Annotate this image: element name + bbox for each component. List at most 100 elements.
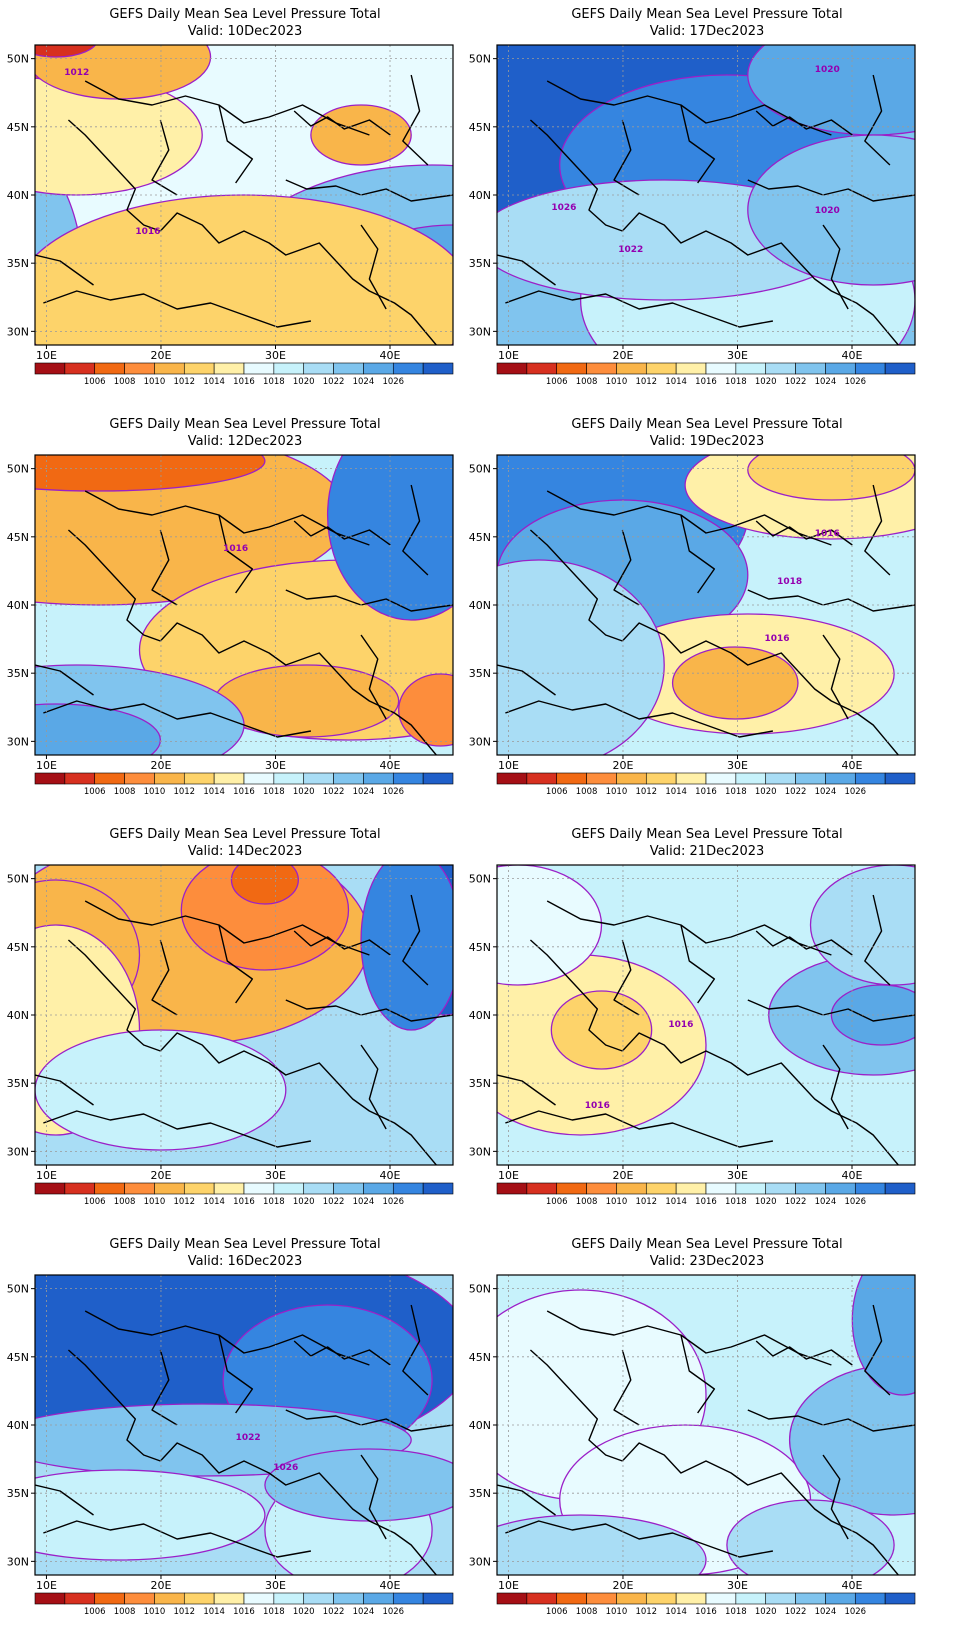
colorbar-label: 1010 — [144, 377, 166, 387]
colorbar-swatch — [34, 1592, 66, 1605]
coastline — [505, 290, 774, 328]
isobar-region — [550, 990, 653, 1070]
colorbar-swatch — [213, 362, 245, 375]
colorbar-label: 1008 — [114, 377, 136, 387]
coastline — [613, 119, 640, 196]
latitude-tick-label: 35N — [469, 1077, 491, 1090]
pressure-map: GEFS Daily Mean Sea Level Pressure Total… — [7, 7, 454, 387]
latitude-tick-label: 35N — [7, 1487, 29, 1500]
colorbar-swatch — [705, 1182, 737, 1195]
colorbar-swatch — [94, 362, 125, 375]
longitude-tick-label: 10E — [36, 1169, 57, 1182]
colorbar-swatch — [795, 1592, 826, 1605]
longitude-tick-label: 30E — [265, 1169, 286, 1182]
colorbar-swatch — [422, 772, 454, 785]
pressure-map: GEFS Daily Mean Sea Level Pressure Total… — [7, 1237, 454, 1617]
latitude-tick-label: 45N — [469, 121, 491, 134]
coastline — [84, 900, 370, 956]
colorbar-swatch — [586, 1592, 617, 1605]
colorbar-swatch — [496, 1182, 528, 1195]
colorbar-swatch — [303, 362, 334, 375]
coastline — [218, 924, 254, 1004]
coastline — [529, 529, 623, 642]
longitude-tick-label: 10E — [498, 759, 519, 772]
colorbar-swatch — [765, 1592, 796, 1605]
pressure-map: GEFS Daily Mean Sea Level Pressure Total… — [469, 7, 916, 387]
colorbar-label: 1024 — [815, 1607, 837, 1617]
colorbar-label: 1008 — [114, 787, 136, 797]
isobar-label: 1016 — [223, 544, 248, 554]
longitude-tick-label: 10E — [36, 759, 57, 772]
coastline — [360, 224, 387, 310]
isobar-region — [747, 134, 915, 286]
coastline — [43, 1520, 312, 1558]
coastline — [84, 1310, 370, 1366]
colorbar-swatch — [825, 362, 856, 375]
colorbar-label: 1018 — [725, 1607, 747, 1617]
isobar-region — [35, 1029, 287, 1151]
colorbar-swatch — [333, 772, 364, 785]
coastline — [402, 1304, 429, 1396]
colorbar-label: 1016 — [233, 787, 255, 797]
coastline — [529, 1349, 623, 1462]
colorbar-label: 1014 — [665, 377, 687, 387]
colorbar-swatch — [392, 772, 424, 785]
colorbar-swatch — [422, 1592, 454, 1605]
latitude-tick-label: 45N — [7, 531, 29, 544]
coastline — [505, 700, 774, 738]
latitude-tick-label: 40N — [7, 1419, 29, 1432]
coastline — [755, 110, 853, 136]
coastline — [218, 514, 254, 594]
colorbar-label: 1022 — [785, 787, 807, 797]
coastline — [822, 634, 849, 720]
colorbar-label: 1014 — [203, 1607, 225, 1617]
colorbar-label: 1010 — [144, 787, 166, 797]
colorbar-swatch — [884, 1182, 916, 1195]
coastline — [43, 290, 312, 328]
colorbar-swatch — [735, 1592, 767, 1605]
coastline — [797, 260, 899, 345]
coastline — [546, 1310, 832, 1366]
colorbar-label: 1014 — [203, 1197, 225, 1207]
colorbar-swatch — [303, 1182, 334, 1195]
coastline — [35, 1484, 94, 1516]
longitude-tick-label: 40E — [380, 759, 401, 772]
colorbar-swatch — [243, 1592, 275, 1605]
colorbar-swatch — [765, 772, 796, 785]
latitude-tick-label: 30N — [469, 1555, 491, 1568]
longitude-tick-label: 30E — [727, 1579, 748, 1592]
panel-title: GEFS Daily Mean Sea Level Pressure Total — [571, 417, 842, 432]
colorbar-swatch — [154, 1182, 185, 1195]
isobar-region — [398, 673, 453, 747]
isobar-region — [830, 984, 915, 1046]
latitude-tick-label: 50N — [469, 463, 491, 476]
coastline — [43, 1110, 312, 1148]
isobar-region — [497, 865, 603, 986]
coastline — [621, 622, 799, 672]
coastline — [402, 74, 429, 166]
colorbar-swatch — [243, 772, 275, 785]
panel-valid-date: Valid: 14Dec2023 — [188, 844, 303, 859]
colorbar-label: 1020 — [293, 787, 315, 797]
colorbar: 1006 1008 1010 1012 1014 1016 1018 1020 1022 1024… — [496, 1182, 916, 1207]
colorbar-swatch — [705, 1592, 737, 1605]
coastline — [67, 1349, 161, 1462]
coastline — [755, 930, 853, 956]
isobar-region — [230, 865, 299, 905]
pressure-map: GEFS Daily Mean Sea Level Pressure Total… — [469, 1237, 916, 1617]
latitude-tick-label: 45N — [7, 1351, 29, 1364]
colorbar-swatch — [586, 1182, 617, 1195]
longitude-tick-label: 30E — [265, 759, 286, 772]
latitude-tick-label: 50N — [469, 873, 491, 886]
colorbar-swatch — [496, 1592, 528, 1605]
latitude-tick-label: 45N — [7, 941, 29, 954]
coastline — [680, 924, 716, 1004]
coastline — [621, 212, 799, 262]
colorbar-label: 1020 — [755, 1197, 777, 1207]
latitude-tick-label: 35N — [469, 667, 491, 680]
colorbar-swatch — [64, 1182, 96, 1195]
colorbar-label: 1026 — [382, 377, 404, 387]
colorbar-label: 1024 — [353, 787, 375, 797]
colorbar-swatch — [124, 362, 155, 375]
colorbar-label: 1022 — [323, 1607, 345, 1617]
